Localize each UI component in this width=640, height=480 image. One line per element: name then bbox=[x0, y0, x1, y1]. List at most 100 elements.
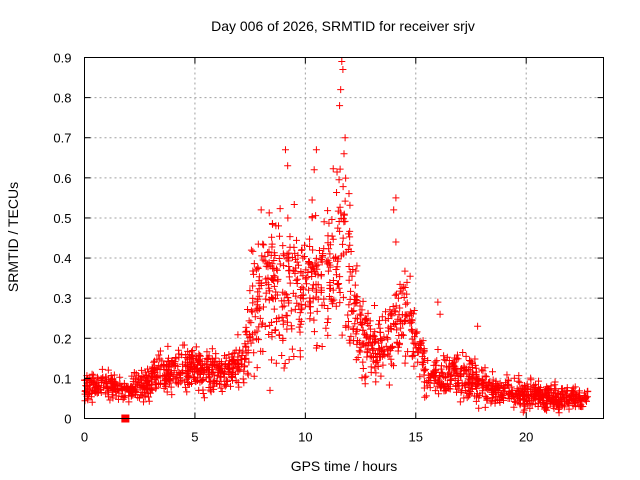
data-point bbox=[268, 260, 276, 268]
data-point bbox=[382, 308, 390, 316]
data-point bbox=[235, 383, 243, 391]
data-point bbox=[279, 334, 287, 342]
data-point bbox=[335, 284, 343, 292]
data-point bbox=[275, 222, 283, 230]
data-point bbox=[264, 248, 272, 256]
data-point bbox=[582, 394, 590, 402]
data-point bbox=[276, 205, 284, 213]
data-point bbox=[345, 276, 353, 284]
data-point bbox=[177, 370, 185, 378]
data-point bbox=[185, 372, 193, 380]
data-point bbox=[270, 282, 278, 290]
data-point bbox=[198, 377, 206, 385]
data-point bbox=[143, 379, 151, 387]
data-point bbox=[558, 390, 566, 398]
data-point bbox=[304, 268, 312, 276]
data-point bbox=[249, 299, 257, 307]
data-point bbox=[144, 365, 152, 373]
data-point bbox=[258, 321, 266, 329]
data-point bbox=[165, 363, 173, 371]
data-point bbox=[410, 362, 418, 370]
data-point bbox=[308, 284, 316, 292]
data-point bbox=[285, 273, 293, 281]
data-point bbox=[520, 406, 528, 414]
data-point bbox=[296, 309, 304, 317]
data-point bbox=[155, 351, 163, 359]
data-point bbox=[338, 58, 346, 66]
data-point bbox=[218, 388, 226, 396]
data-point bbox=[510, 374, 518, 382]
data-point bbox=[535, 377, 543, 385]
data-point bbox=[296, 347, 304, 355]
data-point bbox=[430, 379, 438, 387]
x-tick-label: 5 bbox=[191, 430, 198, 445]
data-point bbox=[262, 295, 270, 303]
data-point bbox=[237, 360, 245, 368]
data-point bbox=[247, 339, 255, 347]
data-point bbox=[483, 396, 491, 404]
data-point bbox=[121, 385, 129, 393]
data-point bbox=[437, 381, 445, 389]
data-point bbox=[148, 370, 156, 378]
chart-title: Day 006 of 2026, SRMTID for receiver srj… bbox=[211, 18, 475, 34]
data-point bbox=[97, 386, 105, 394]
data-point bbox=[577, 401, 585, 409]
data-point bbox=[369, 357, 377, 365]
data-point bbox=[84, 396, 92, 404]
data-point bbox=[403, 290, 411, 298]
data-point bbox=[151, 357, 159, 365]
data-point bbox=[259, 240, 267, 248]
data-point bbox=[222, 381, 230, 389]
data-point bbox=[349, 325, 357, 333]
data-point bbox=[183, 373, 191, 381]
data-point bbox=[284, 214, 292, 222]
data-point bbox=[339, 250, 347, 258]
data-point bbox=[290, 243, 298, 251]
data-point bbox=[403, 278, 411, 286]
data-point bbox=[346, 241, 354, 249]
y-tick-label: 0.7 bbox=[53, 131, 71, 146]
data-point bbox=[324, 239, 332, 247]
data-point bbox=[328, 297, 336, 305]
data-point bbox=[398, 289, 406, 297]
data-point bbox=[347, 332, 355, 340]
data-point bbox=[324, 267, 332, 275]
data-point bbox=[97, 375, 105, 383]
data-point bbox=[301, 301, 309, 309]
data-point bbox=[329, 277, 337, 285]
data-point bbox=[303, 280, 311, 288]
data-point bbox=[324, 304, 332, 312]
data-point bbox=[165, 370, 173, 378]
data-point bbox=[319, 250, 327, 258]
data-point bbox=[377, 335, 385, 343]
data-point bbox=[98, 365, 106, 373]
data-point bbox=[300, 252, 308, 260]
data-point bbox=[411, 340, 419, 348]
y-tick-label: 0.5 bbox=[53, 211, 71, 226]
data-point bbox=[510, 397, 518, 405]
data-point bbox=[478, 387, 486, 395]
data-point bbox=[224, 361, 232, 369]
data-point bbox=[345, 230, 353, 238]
data-point bbox=[258, 252, 266, 260]
data-point bbox=[337, 86, 345, 94]
data-point bbox=[345, 263, 353, 271]
data-point bbox=[313, 341, 321, 349]
data-point bbox=[563, 397, 571, 405]
data-point bbox=[352, 330, 360, 338]
data-point bbox=[387, 322, 395, 330]
data-point bbox=[278, 352, 286, 360]
data-point bbox=[312, 293, 320, 301]
data-point bbox=[274, 275, 282, 283]
data-point bbox=[362, 314, 370, 322]
data-point bbox=[379, 361, 387, 369]
data-point bbox=[516, 401, 524, 409]
data-point bbox=[396, 304, 404, 312]
data-point bbox=[371, 338, 379, 346]
data-point bbox=[272, 326, 280, 334]
data-point bbox=[183, 366, 191, 374]
data-point bbox=[336, 299, 344, 307]
data-point bbox=[545, 393, 553, 401]
data-point bbox=[90, 386, 98, 394]
data-point bbox=[432, 361, 440, 369]
